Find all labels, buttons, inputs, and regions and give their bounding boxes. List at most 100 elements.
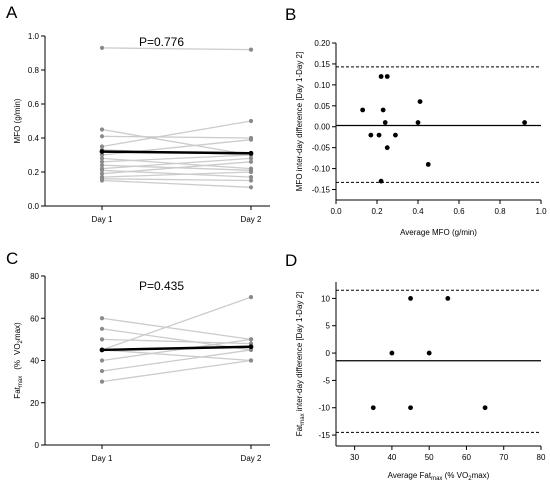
subject-point xyxy=(99,168,105,173)
y-tick-label: 5 xyxy=(326,322,331,331)
y-label-paren: ( xyxy=(13,367,22,370)
subject-point xyxy=(248,156,254,161)
data-point xyxy=(417,99,423,105)
x-tick-label: Day 1 xyxy=(92,215,113,224)
data-point xyxy=(384,74,390,79)
y-axis-label: MFO inter-day difference [Day 1-Day 2] xyxy=(295,52,304,191)
panel-letter-d: D xyxy=(285,251,297,270)
y-tick-label: 0.05 xyxy=(314,102,330,111)
data-point xyxy=(378,178,384,184)
x-tick-label: 30 xyxy=(350,453,359,462)
data-point xyxy=(426,350,432,356)
y-label-subscript-2: 2 xyxy=(18,339,24,343)
subject-point xyxy=(99,379,105,384)
subject-line xyxy=(101,157,252,170)
y-label-main: Fat xyxy=(295,424,304,436)
y-tick-label: 0.6 xyxy=(28,100,40,109)
data-point xyxy=(368,132,374,138)
x-tick-label: 0.0 xyxy=(330,207,342,216)
subject-line xyxy=(101,178,252,182)
y-label-main: Fat xyxy=(13,386,22,398)
x-tick-label: Day 2 xyxy=(241,454,262,463)
subject-point xyxy=(248,137,254,142)
y-tick-label: 60 xyxy=(30,314,39,323)
y-tick-label: 0.4 xyxy=(28,134,40,143)
p-value-annotation: P=0.435 xyxy=(139,279,184,293)
subject-point xyxy=(248,159,254,164)
subject-line xyxy=(101,154,252,163)
data-point xyxy=(425,162,431,167)
y-axis-label: MFO (g/min) xyxy=(13,98,22,143)
data-point xyxy=(393,132,398,138)
subject-point xyxy=(248,175,254,180)
x-label-subscript-2: 2 xyxy=(468,476,472,481)
y-tick-label: 0 xyxy=(326,349,331,358)
mean-point xyxy=(99,149,105,155)
subject-point xyxy=(99,178,105,183)
y-label-percent: % xyxy=(13,360,22,367)
data-point xyxy=(522,120,527,125)
y-tick-label: -0.10 xyxy=(312,165,331,174)
y-label-subscript: max xyxy=(18,376,24,387)
x-tick-label: Day 2 xyxy=(241,215,262,224)
data-point xyxy=(360,107,366,113)
x-tick-label: 1.0 xyxy=(535,207,547,216)
subject-point xyxy=(99,144,105,149)
subject-line xyxy=(101,135,252,139)
subject-line xyxy=(101,349,252,362)
x-label-mid: (% VO xyxy=(442,471,468,480)
data-point xyxy=(389,350,395,356)
y-tick-label: -0.05 xyxy=(312,144,331,153)
data-point xyxy=(415,120,421,125)
x-tick-label: 80 xyxy=(537,453,546,462)
panel-a-chart: 0.0 0.2 0.4 0.6 0.8 1.0 Day 1 Day 2 P=0.776 MFO (… xyxy=(13,32,270,224)
subject-point xyxy=(99,358,105,363)
data-point xyxy=(408,405,413,411)
subject-line xyxy=(101,296,252,351)
y-tick-label: -10 xyxy=(318,404,330,413)
subject-line xyxy=(101,47,252,51)
x-tick-label: 60 xyxy=(462,453,471,462)
subject-point xyxy=(99,156,105,161)
subject-line xyxy=(101,338,252,362)
subject-line xyxy=(101,349,252,372)
subject-line xyxy=(101,161,252,175)
y-tick-label: 0.10 xyxy=(314,81,330,90)
y-label-max: max) xyxy=(13,322,22,340)
subject-point xyxy=(99,134,105,139)
subject-point xyxy=(248,337,254,342)
subject-point xyxy=(99,45,105,51)
panel-letter-c: C xyxy=(6,249,18,268)
x-tick-label: 0.8 xyxy=(494,207,506,216)
mean-point xyxy=(248,150,254,156)
subject-line xyxy=(101,120,252,148)
y-tick-label: 0.0 xyxy=(28,202,40,211)
panel-b-chart: -0.15 -0.10 -0.05 0.00 0.05 0.10 0.15 0.20 0.0 0.… xyxy=(295,39,547,237)
data-point xyxy=(482,405,488,411)
y-axis-label: Fatmax (% VO2max) xyxy=(13,322,24,399)
mean-line xyxy=(101,345,252,352)
y-tick-label: 0.00 xyxy=(314,123,330,132)
data-point xyxy=(370,405,376,411)
x-tick-label: 50 xyxy=(425,453,434,462)
y-tick-label: 40 xyxy=(30,357,39,366)
data-point xyxy=(378,74,384,79)
subject-point xyxy=(99,127,105,132)
subject-point xyxy=(99,171,105,176)
data-point xyxy=(408,296,413,301)
data-point xyxy=(384,145,390,151)
data-point xyxy=(382,120,388,125)
subject-point xyxy=(248,169,254,175)
y-tick-label: 0.15 xyxy=(314,60,330,69)
x-tick-label: 40 xyxy=(387,453,396,462)
subject-point xyxy=(99,326,105,331)
y-tick-label: -0.15 xyxy=(312,186,331,195)
subject-line xyxy=(101,171,252,178)
subject-point xyxy=(99,368,105,374)
y-tick-label: 1.0 xyxy=(28,32,40,41)
y-tick-label: 0.2 xyxy=(28,168,40,177)
subject-point xyxy=(99,163,105,168)
x-label-pre: Average Fat xyxy=(388,471,432,480)
